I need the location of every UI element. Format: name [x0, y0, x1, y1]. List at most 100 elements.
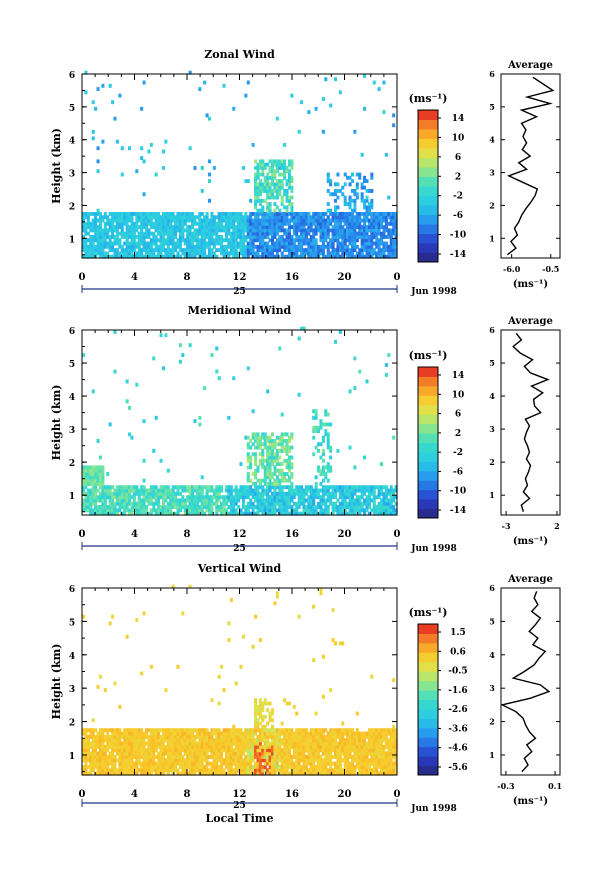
heatmap-cell — [113, 495, 117, 500]
heatmap-cell — [346, 231, 350, 236]
heatmap-cell — [251, 495, 255, 500]
heatmap-cell — [380, 251, 384, 256]
heatmap-cell — [256, 498, 260, 503]
heatmap-cell — [147, 754, 151, 759]
heatmap-cell — [280, 468, 284, 473]
heatmap-cell — [287, 448, 291, 453]
heatmap-cell — [161, 244, 165, 249]
heatmap-cell — [302, 505, 306, 509]
heatmap-cell — [331, 231, 335, 236]
heatmap-cell — [237, 738, 241, 743]
heatmap-cell — [115, 771, 119, 776]
heatmap-cell — [130, 238, 134, 243]
heatmap-cell — [367, 501, 371, 506]
heatmap-cell — [229, 731, 233, 736]
heatmap-cell — [263, 198, 267, 203]
heatmap-cell — [285, 498, 289, 503]
heatmap-cell — [98, 744, 102, 749]
heatmap-cell — [161, 166, 165, 170]
heatmap-cell — [343, 488, 347, 493]
heatmap-cell — [154, 495, 158, 500]
heatmap-cell — [363, 74, 367, 78]
heatmap-cell — [227, 754, 231, 759]
heatmap-cell — [239, 488, 243, 493]
heatmap-cell — [195, 731, 199, 736]
heatmap-cell — [348, 251, 352, 256]
heatmap-cell — [258, 704, 262, 709]
heatmap-cell — [297, 505, 301, 509]
heatmap-cell — [205, 748, 209, 753]
heatmap-cell — [149, 768, 153, 773]
heatmap-cell — [312, 604, 316, 609]
heatmap-cell — [254, 455, 258, 460]
heatmap-cell — [137, 215, 141, 220]
heatmap-cell — [195, 754, 199, 759]
heatmap-cell — [336, 218, 340, 223]
heatmap-cell — [249, 212, 253, 216]
heatmap-cell — [128, 254, 132, 259]
heatmap-cell — [135, 748, 139, 753]
heatmap-cell — [106, 771, 110, 776]
colorbar-tick-label: -6 — [453, 467, 463, 477]
heatmap-cell — [237, 231, 241, 236]
heatmap-cell — [198, 748, 202, 753]
heatmap-cell — [181, 231, 185, 236]
heatmap-cell — [387, 212, 391, 216]
heatmap-cell — [154, 235, 158, 239]
heatmap-cell — [188, 758, 192, 763]
heatmap-cell — [224, 751, 228, 756]
heatmap-cell — [94, 465, 98, 470]
heatmap-cell — [321, 439, 325, 443]
profile-y-tick-label: 6 — [489, 325, 495, 335]
heatmap-cell — [358, 251, 362, 256]
heatmap-cell — [142, 241, 146, 246]
heatmap-cell — [140, 221, 144, 226]
heatmap-cell — [142, 731, 146, 736]
heatmap-cell — [290, 208, 294, 213]
heatmap-cell — [338, 231, 342, 236]
heatmap-cell — [113, 228, 117, 233]
heatmap-cell — [246, 465, 250, 470]
heatmap-cell — [317, 758, 321, 763]
heatmap-cell — [254, 764, 258, 769]
heatmap-cell — [215, 485, 219, 490]
heatmap-cell — [103, 228, 107, 233]
chart-title: Meridional Wind — [188, 304, 292, 317]
heatmap-cell — [256, 758, 260, 763]
heatmap-cell — [321, 468, 325, 473]
heatmap-cell — [343, 182, 347, 187]
heatmap-cell — [285, 192, 289, 197]
heatmap-cell — [89, 744, 93, 749]
heatmap-cell — [101, 501, 105, 506]
heatmap-cell — [258, 179, 262, 184]
heatmap-cell — [268, 218, 272, 223]
heatmap-cell — [278, 771, 282, 776]
heatmap-cell — [268, 458, 272, 463]
heatmap-cell — [135, 218, 139, 223]
heatmap-cell — [135, 225, 139, 230]
heatmap-cell — [91, 475, 95, 480]
heatmap-cell — [118, 225, 122, 230]
heatmap-cell — [183, 215, 187, 220]
heatmap-cell — [174, 241, 178, 246]
heatmap-cell — [324, 491, 328, 496]
heatmap-cell — [89, 751, 93, 756]
heatmap-cell — [254, 724, 258, 729]
heatmap-cell — [229, 771, 233, 776]
heatmap-cell — [304, 771, 308, 776]
heatmap-cell — [307, 212, 311, 216]
heatmap-cell — [96, 248, 100, 253]
heatmap-cell — [275, 179, 279, 184]
heatmap-cell — [208, 738, 212, 743]
heatmap-cell — [232, 724, 236, 729]
heatmap-cell — [331, 235, 335, 239]
heatmap-cell — [321, 238, 325, 243]
heatmap-cell — [312, 425, 316, 430]
heatmap-cell — [86, 744, 90, 749]
heatmap-cell — [358, 218, 362, 223]
heatmap-cell — [261, 701, 265, 706]
heatmap-cell — [222, 501, 226, 506]
heatmap-cell — [389, 254, 393, 259]
heatmap-cell — [195, 495, 199, 500]
heatmap-cell — [241, 235, 245, 239]
